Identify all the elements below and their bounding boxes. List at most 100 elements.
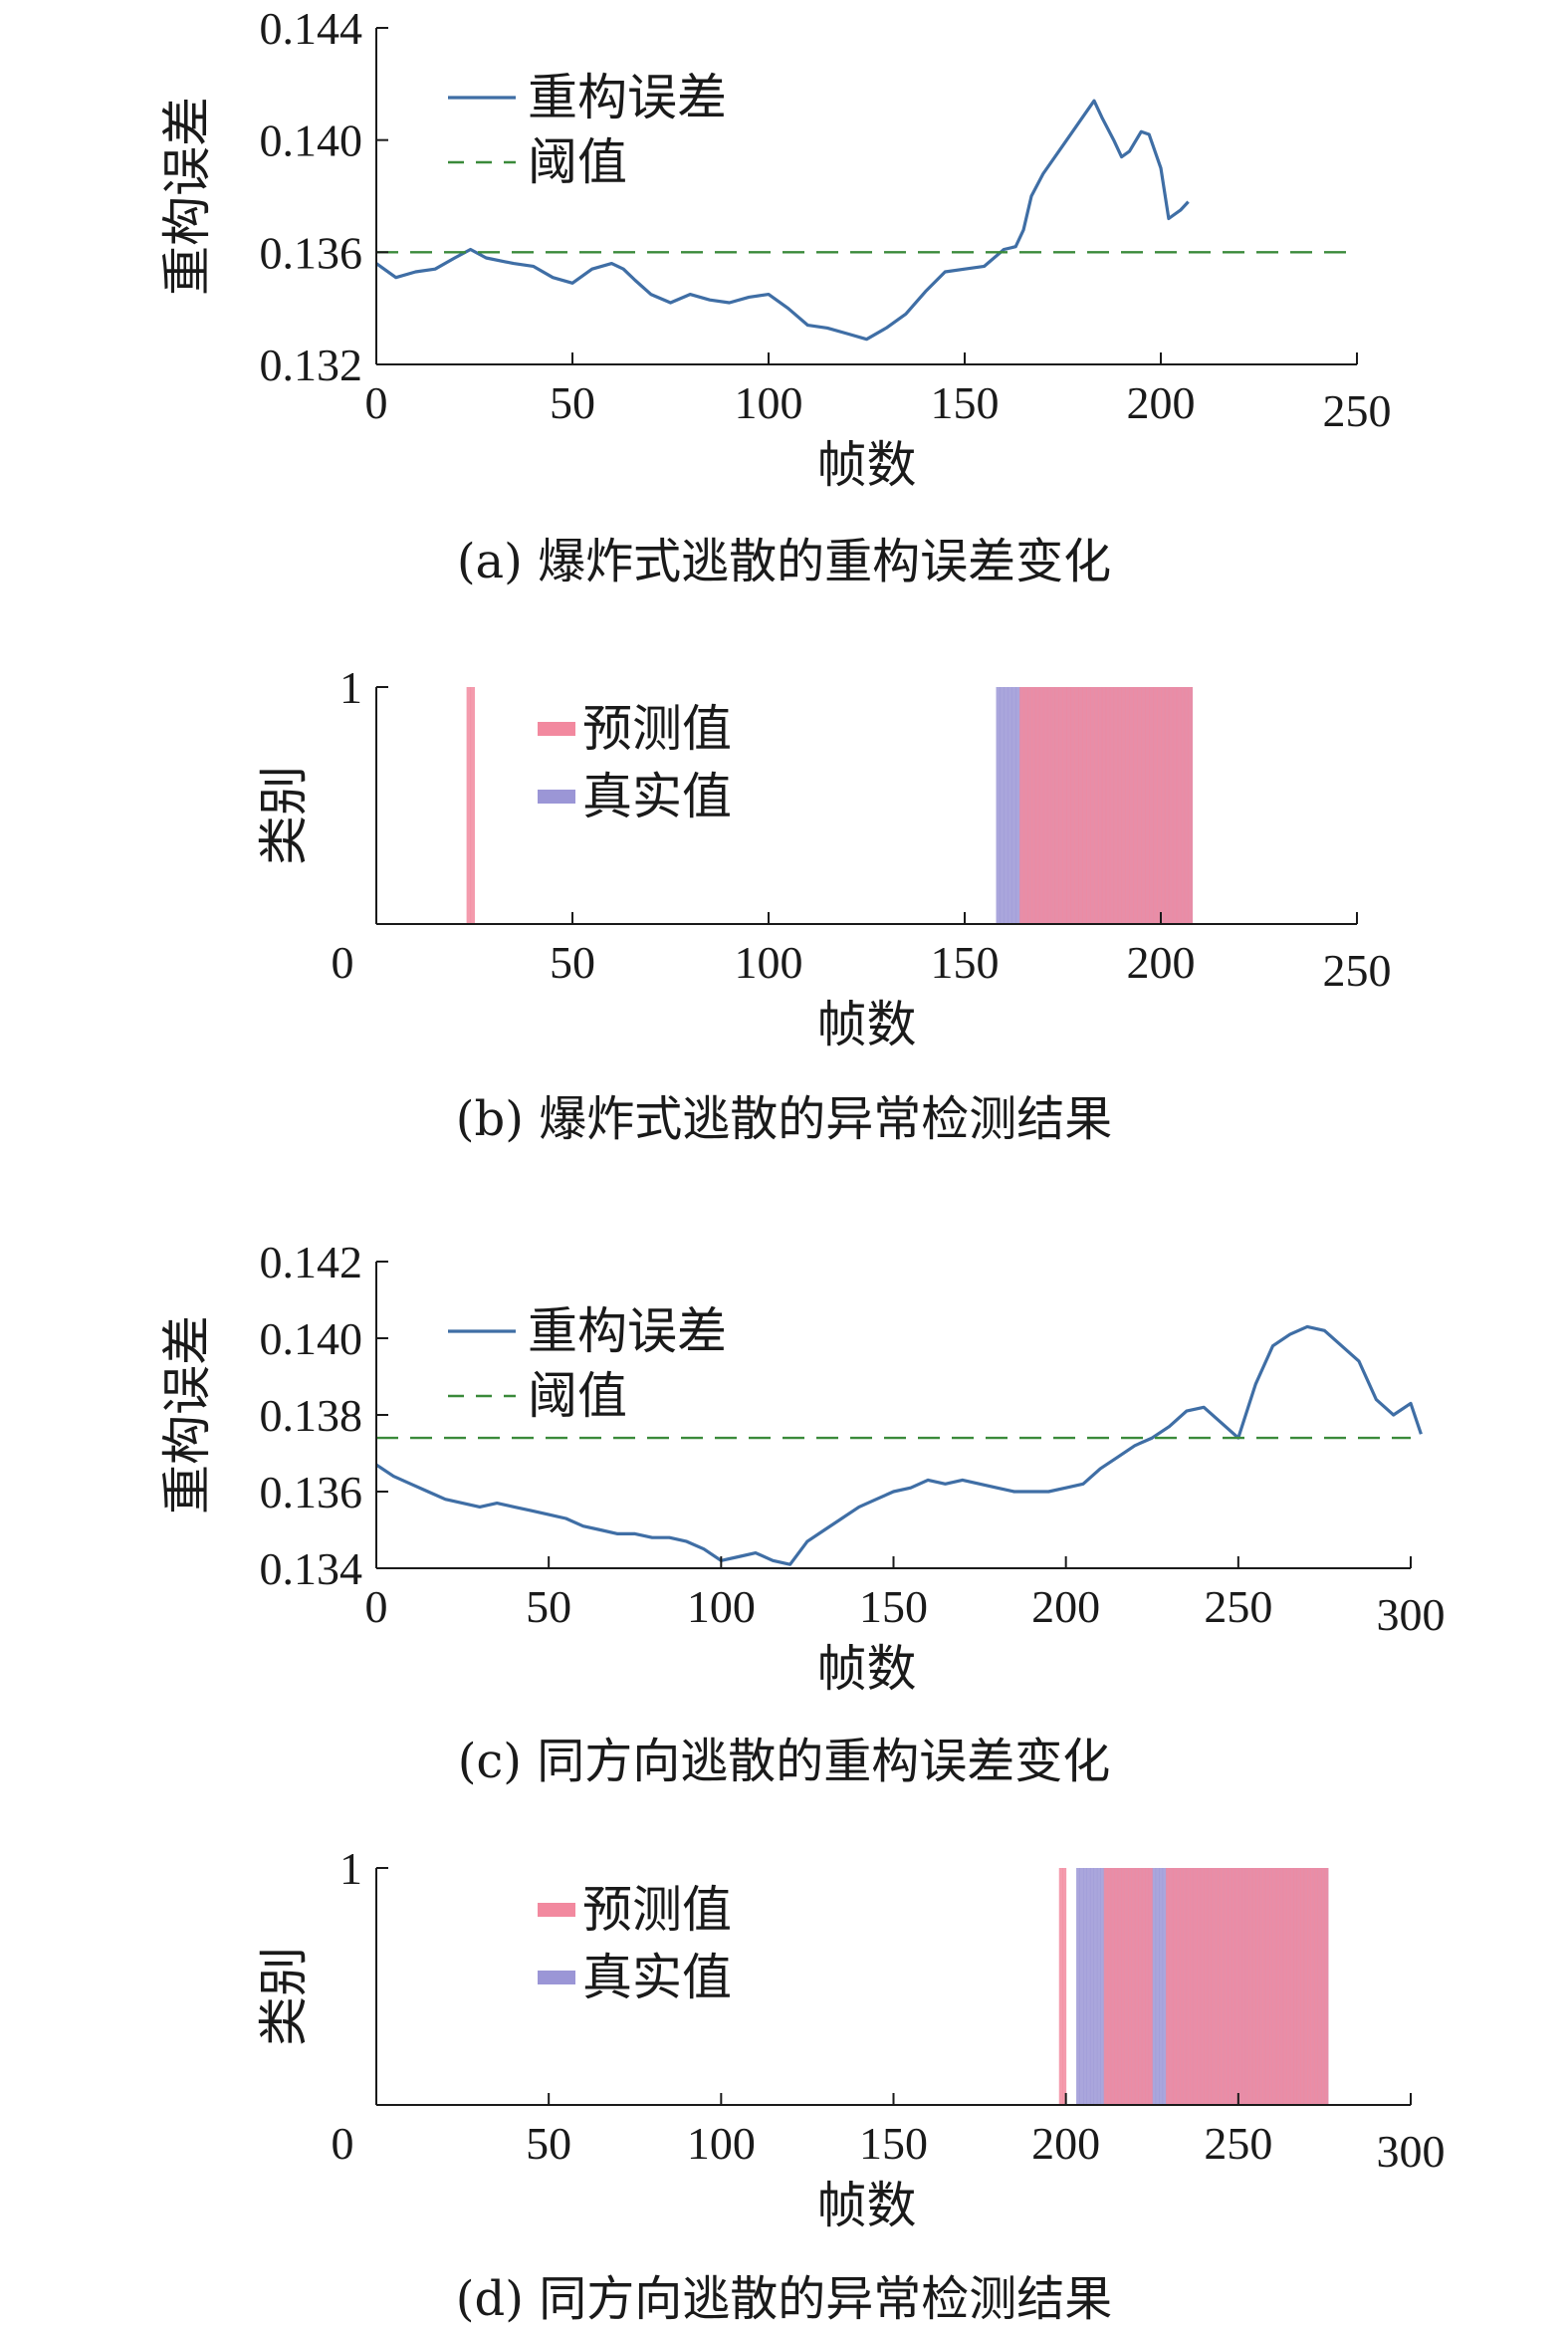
prediction-bar xyxy=(1054,687,1060,924)
prediction-bar xyxy=(1269,1868,1273,2105)
prediction-bar xyxy=(1153,687,1158,924)
legend-label: 阈值 xyxy=(528,134,627,190)
prediction-bar xyxy=(1082,687,1087,924)
prediction-bar xyxy=(1110,1868,1115,2105)
prediction-bar xyxy=(1289,1868,1294,2105)
ground-truth-bar xyxy=(1159,1868,1164,2105)
prediction-bar xyxy=(1114,1868,1119,2105)
prediction-bar xyxy=(1317,1868,1322,2105)
prediction-bar xyxy=(1221,1868,1226,2105)
prediction-bar xyxy=(1262,1868,1267,2105)
y-axis-label: 类别 xyxy=(256,766,312,865)
prediction-bar xyxy=(1125,687,1130,924)
x-axis-label: 帧数 xyxy=(817,1641,917,1697)
prediction-bar xyxy=(1134,1868,1139,2105)
prediction-bar xyxy=(1101,687,1107,924)
prediction-bar xyxy=(1105,687,1111,924)
ground-truth-bar xyxy=(1100,1868,1105,2105)
y-tick-label: 0.132 xyxy=(260,340,363,390)
prediction-bar xyxy=(1186,1868,1191,2105)
prediction-bar xyxy=(1141,1868,1146,2105)
x-tick-label: 0 xyxy=(365,377,388,428)
x-tick-label: 150 xyxy=(931,937,1000,988)
prediction-bar xyxy=(1176,1868,1181,2105)
y-tick-label: 0.144 xyxy=(260,3,363,54)
prediction-bar xyxy=(1086,687,1091,924)
prediction-bar xyxy=(1128,1868,1132,2105)
prediction-bar xyxy=(1038,687,1044,924)
prediction-bar xyxy=(1224,1868,1229,2105)
series-line-reconstruction-error xyxy=(375,1324,1423,1566)
prediction-bar xyxy=(1034,687,1040,924)
y-axis-label: 类别 xyxy=(256,1947,312,2046)
legend-label: 重构误差 xyxy=(528,1303,727,1359)
prediction-bar xyxy=(1062,687,1067,924)
ground-truth-bar xyxy=(1093,1868,1098,2105)
prediction-bar xyxy=(1042,687,1048,924)
prediction-bar xyxy=(1164,687,1170,924)
prediction-bar xyxy=(1303,1868,1308,2105)
prediction-bar xyxy=(1030,687,1036,924)
prediction-bar xyxy=(1046,687,1052,924)
x-tick-label: 200 xyxy=(1127,377,1196,428)
y-tick-label: 1 xyxy=(339,662,362,713)
x-tick-label: 250 xyxy=(1204,2118,1272,2169)
y-tick-label: 1 xyxy=(339,1843,362,1894)
y-tick-label: 0.142 xyxy=(260,1237,363,1287)
prediction-bar xyxy=(1133,687,1138,924)
prediction-bar xyxy=(1097,687,1103,924)
prediction-bar xyxy=(1145,687,1150,924)
prediction-bar xyxy=(1070,687,1075,924)
prediction-bar xyxy=(1141,687,1146,924)
prediction-bar xyxy=(1023,687,1028,924)
prediction-bar xyxy=(1190,1868,1195,2105)
prediction-bar xyxy=(1145,1868,1150,2105)
ground-truth-bar xyxy=(1086,1868,1091,2105)
prediction-bar xyxy=(1161,687,1166,924)
prediction-bar xyxy=(1074,687,1079,924)
caption-a: (a) 爆炸式逃散的重构误差变化 xyxy=(456,534,1112,589)
x-axis-label: 帧数 xyxy=(817,2178,917,2233)
panel-a: 0 50 100 150 200 250 0.132 0.136 0.140 0.144 帧数 重构误… xyxy=(0,0,1568,597)
panel-c: 0 50 100 150 200 250 300 0.134 0.136 0.138 0.140 0.… xyxy=(0,1215,1568,1772)
prediction-bar xyxy=(1197,1868,1202,2105)
prediction-bar xyxy=(1117,687,1123,924)
prediction-bar xyxy=(1172,687,1178,924)
x-tick-label: 50 xyxy=(526,2118,571,2169)
prediction-bar xyxy=(1286,1868,1291,2105)
ground-truth-bar xyxy=(996,687,1001,924)
prediction-bar xyxy=(1094,687,1099,924)
prediction-bar xyxy=(1138,1868,1143,2105)
panel-d: 0 50 100 150 200 250 300 1 帧数 类别 预测值 真实值 xyxy=(0,1802,1568,2250)
prediction-bar xyxy=(1078,687,1083,924)
legend-label: 重构误差 xyxy=(528,70,727,125)
ground-truth-bar xyxy=(1152,1868,1157,2105)
legend-label: 阈值 xyxy=(528,1368,627,1424)
prediction-bar xyxy=(1200,1868,1205,2105)
y-axis-label: 重构误差 xyxy=(159,1315,215,1514)
prediction-bar xyxy=(1251,1868,1256,2105)
x-tick-label: 300 xyxy=(1377,1589,1446,1640)
prediction-bar xyxy=(1131,1868,1136,2105)
prediction-bar xyxy=(1324,1868,1329,2105)
x-tick-label: 50 xyxy=(550,937,595,988)
x-axis-label: 帧数 xyxy=(817,997,917,1052)
series-group-prediction xyxy=(1058,1868,1329,2105)
x-tick-label: 50 xyxy=(526,1581,571,1632)
chart-c: 0 50 100 150 200 250 300 0.134 0.136 0.138 0.140 0.… xyxy=(159,1237,1446,1697)
prediction-bar xyxy=(1148,1868,1153,2105)
caption-b: (b) 爆炸式逃散的异常检测结果 xyxy=(455,1091,1113,1147)
prediction-bar xyxy=(1124,1868,1129,2105)
prediction-bar xyxy=(1109,687,1115,924)
x-tick-label: 250 xyxy=(1323,385,1392,436)
x-tick-label: 0 xyxy=(332,937,354,988)
prediction-bar xyxy=(1179,1868,1184,2105)
prediction-bar xyxy=(1204,1868,1209,2105)
legend-swatch-ground-truth xyxy=(538,790,575,804)
ground-truth-bar xyxy=(1015,687,1020,924)
